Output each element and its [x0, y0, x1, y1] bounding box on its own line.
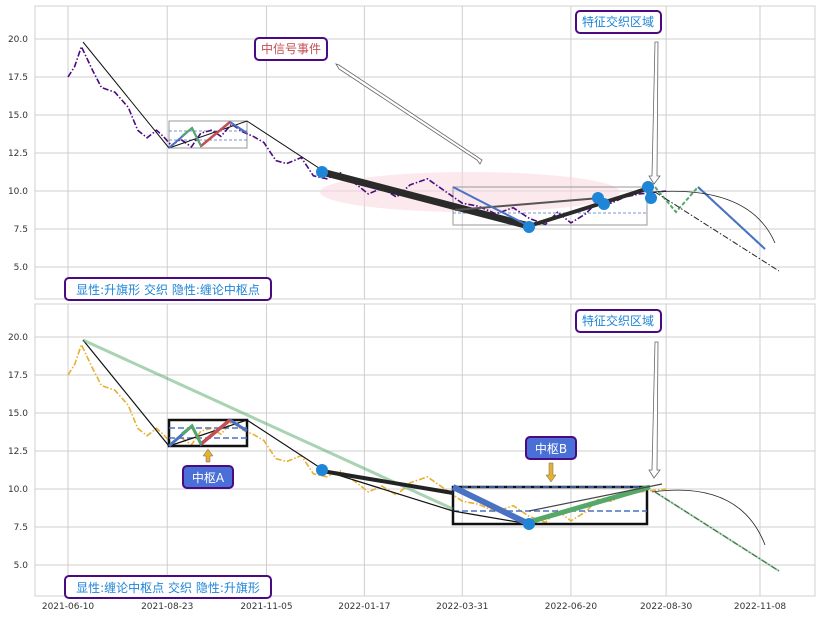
bottom-plot-area: [34, 303, 816, 597]
top-flag-red: [200, 121, 231, 147]
bottom-flag-green: [181, 423, 203, 445]
bottom-center-b-label: 中枢B: [535, 441, 567, 456]
x-tick-labels: 2021-06-10 2021-08-23 2021-11-05 2022-01-17…: [42, 602, 787, 612]
top-flag-green: [181, 126, 202, 147]
bottom-y-tick-labels: 5.0 7.5 10.0 12.5 15.0 17.5 20.0: [8, 333, 28, 571]
y-tick-label: 12.5: [8, 447, 28, 457]
y-tick-label: 17.5: [8, 371, 28, 381]
bottom-thick-trend: [321, 469, 454, 495]
bottom-price-line: [67, 342, 667, 524]
top-thick-trend-2: [528, 186, 651, 228]
bottom-grid: [35, 304, 815, 596]
bottom-feature-arrow: [648, 341, 661, 479]
top-blue-segment: [452, 186, 530, 227]
bottom-projection-green: [654, 491, 780, 572]
y-tick-label: 20.0: [8, 35, 28, 45]
top-thick-trend: [321, 168, 530, 230]
y-tick-label: 5.0: [14, 263, 29, 273]
top-thin-trend: [454, 197, 601, 211]
x-tick-label: 2021-08-23: [141, 602, 193, 612]
bottom-flag-red: [199, 418, 232, 446]
y-tick-label: 15.0: [8, 111, 28, 121]
y-tick-label: 20.0: [8, 333, 28, 343]
bottom-center-a-arrow: [202, 448, 214, 463]
top-feature-label-box: [575, 10, 662, 34]
bottom-center-box-a: [167, 418, 249, 448]
bottom-feature-label: 特征交织区域: [582, 313, 654, 328]
x-tick-label: 2022-08-30: [640, 602, 693, 612]
top-legend-box: [64, 277, 272, 301]
y-tick-label: 15.0: [8, 409, 28, 419]
y-tick-label: 7.5: [14, 523, 28, 533]
x-tick-label: 2022-06-20: [545, 602, 598, 612]
top-marker-2: [523, 221, 535, 233]
bottom-center-b-label-box: [525, 436, 577, 460]
top-signal-label: 中信号事件: [261, 41, 321, 56]
top-feature-arrow: [648, 41, 661, 185]
y-tick-label: 17.5: [8, 73, 28, 83]
x-tick-label: 2021-06-10: [42, 602, 95, 612]
top-marker-6: [645, 192, 657, 204]
top-marker-4: [598, 198, 610, 210]
bottom-thin-line: [528, 483, 663, 512]
bottom-legend-text: 显性:缠论中枢点 交织 隐性:升旗形: [76, 580, 260, 595]
bottom-center-a-label: 中枢A: [192, 470, 225, 485]
top-price-line: [67, 44, 667, 226]
x-tick-label: 2021-11-05: [240, 602, 292, 612]
y-tick-label: 10.0: [8, 187, 28, 197]
bottom-blue-wave: [451, 484, 531, 527]
y-tick-label: 5.0: [14, 561, 29, 571]
top-panel: 5.0 7.5 10.0 12.5 15.0 17.5 20.0: [8, 5, 816, 301]
bottom-projection-arc: [651, 489, 766, 546]
bottom-legend-box: [64, 575, 272, 599]
top-marker-1: [316, 166, 328, 178]
bottom-feature-label-box: [575, 309, 662, 333]
bottom-center-b-arrow: [545, 462, 557, 483]
top-projection-dashdot: [654, 191, 780, 272]
top-feature-label: 特征交织区域: [582, 14, 654, 29]
y-tick-label: 10.0: [8, 485, 28, 495]
top-projection-blue: [697, 186, 766, 250]
y-tick-label: 12.5: [8, 149, 28, 159]
top-signal-label-box: [254, 37, 328, 61]
bottom-marker-1: [316, 464, 328, 476]
top-signal-arrow: [335, 63, 483, 165]
top-projection-arc: [651, 190, 776, 244]
bottom-center-box-b: [451, 485, 649, 526]
top-legend-text: 显性:升旗形 交织 隐性:缠论中枢点: [76, 282, 260, 297]
x-tick-label: 2022-11-08: [734, 602, 787, 612]
top-marker-5: [642, 181, 654, 193]
x-tick-label: 2022-03-31: [436, 602, 488, 612]
top-y-tick-labels: 5.0 7.5 10.0 12.5 15.0 17.5 20.0: [8, 35, 28, 273]
top-projection-zigzag: [654, 185, 766, 250]
bottom-green-wave: [528, 484, 651, 525]
x-tick-label: 2022-01-17: [338, 602, 390, 612]
top-grid: [35, 6, 815, 299]
bottom-center-a-label-box: [182, 465, 234, 489]
bottom-marker-2: [523, 518, 535, 530]
bottom-panel: 5.07.510.012.515.017.520.0 特: [8, 303, 816, 599]
y-tick-label: 7.5: [14, 225, 28, 235]
